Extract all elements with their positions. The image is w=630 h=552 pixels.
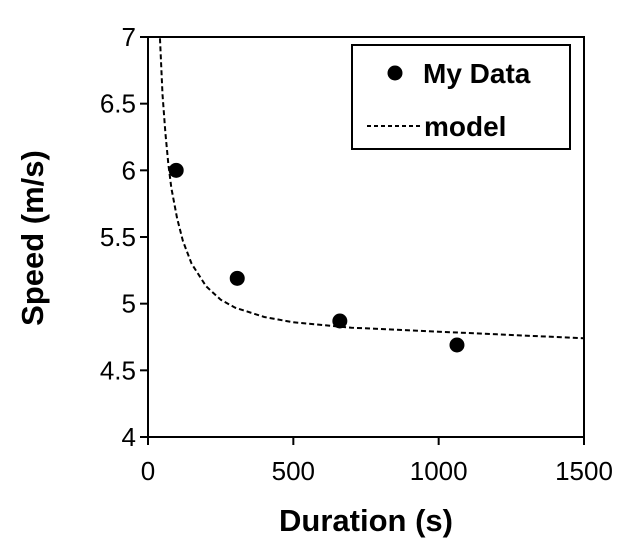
legend-label-my-data: My Data (423, 58, 531, 89)
data-point (229, 270, 245, 286)
y-tick-label: 6 (122, 155, 136, 185)
y-axis-title: Speed (m/s) (15, 150, 50, 326)
legend-marker-my-data (387, 65, 403, 81)
legend-label-model: model (424, 111, 506, 142)
data-point (168, 162, 184, 178)
y-tick-label: 5 (122, 289, 136, 319)
legend-box (351, 44, 571, 150)
y-tick-label: 7 (122, 22, 136, 52)
y-tick-label: 4.5 (100, 355, 136, 385)
model-line-layer (158, 37, 584, 340)
x-tick-label: 1500 (555, 456, 613, 486)
tick-labels: 0 500 1000 1500 4 4.5 5 5.5 6 6.5 7 (100, 22, 613, 486)
data-point (449, 337, 465, 353)
y-tick-label: 4 (122, 422, 136, 452)
data-points-layer (168, 162, 465, 353)
data-point (332, 313, 348, 329)
x-tick-label: 1000 (410, 456, 468, 486)
model-line (158, 37, 584, 340)
x-tick-label: 500 (272, 456, 315, 486)
legend: My Data model (351, 44, 571, 150)
x-tick-label: 0 (141, 456, 155, 486)
y-tick-label: 6.5 (100, 89, 136, 119)
axes (140, 36, 585, 445)
x-axis-title: Duration (s) (279, 503, 453, 538)
y-tick-label: 5.5 (100, 222, 136, 252)
